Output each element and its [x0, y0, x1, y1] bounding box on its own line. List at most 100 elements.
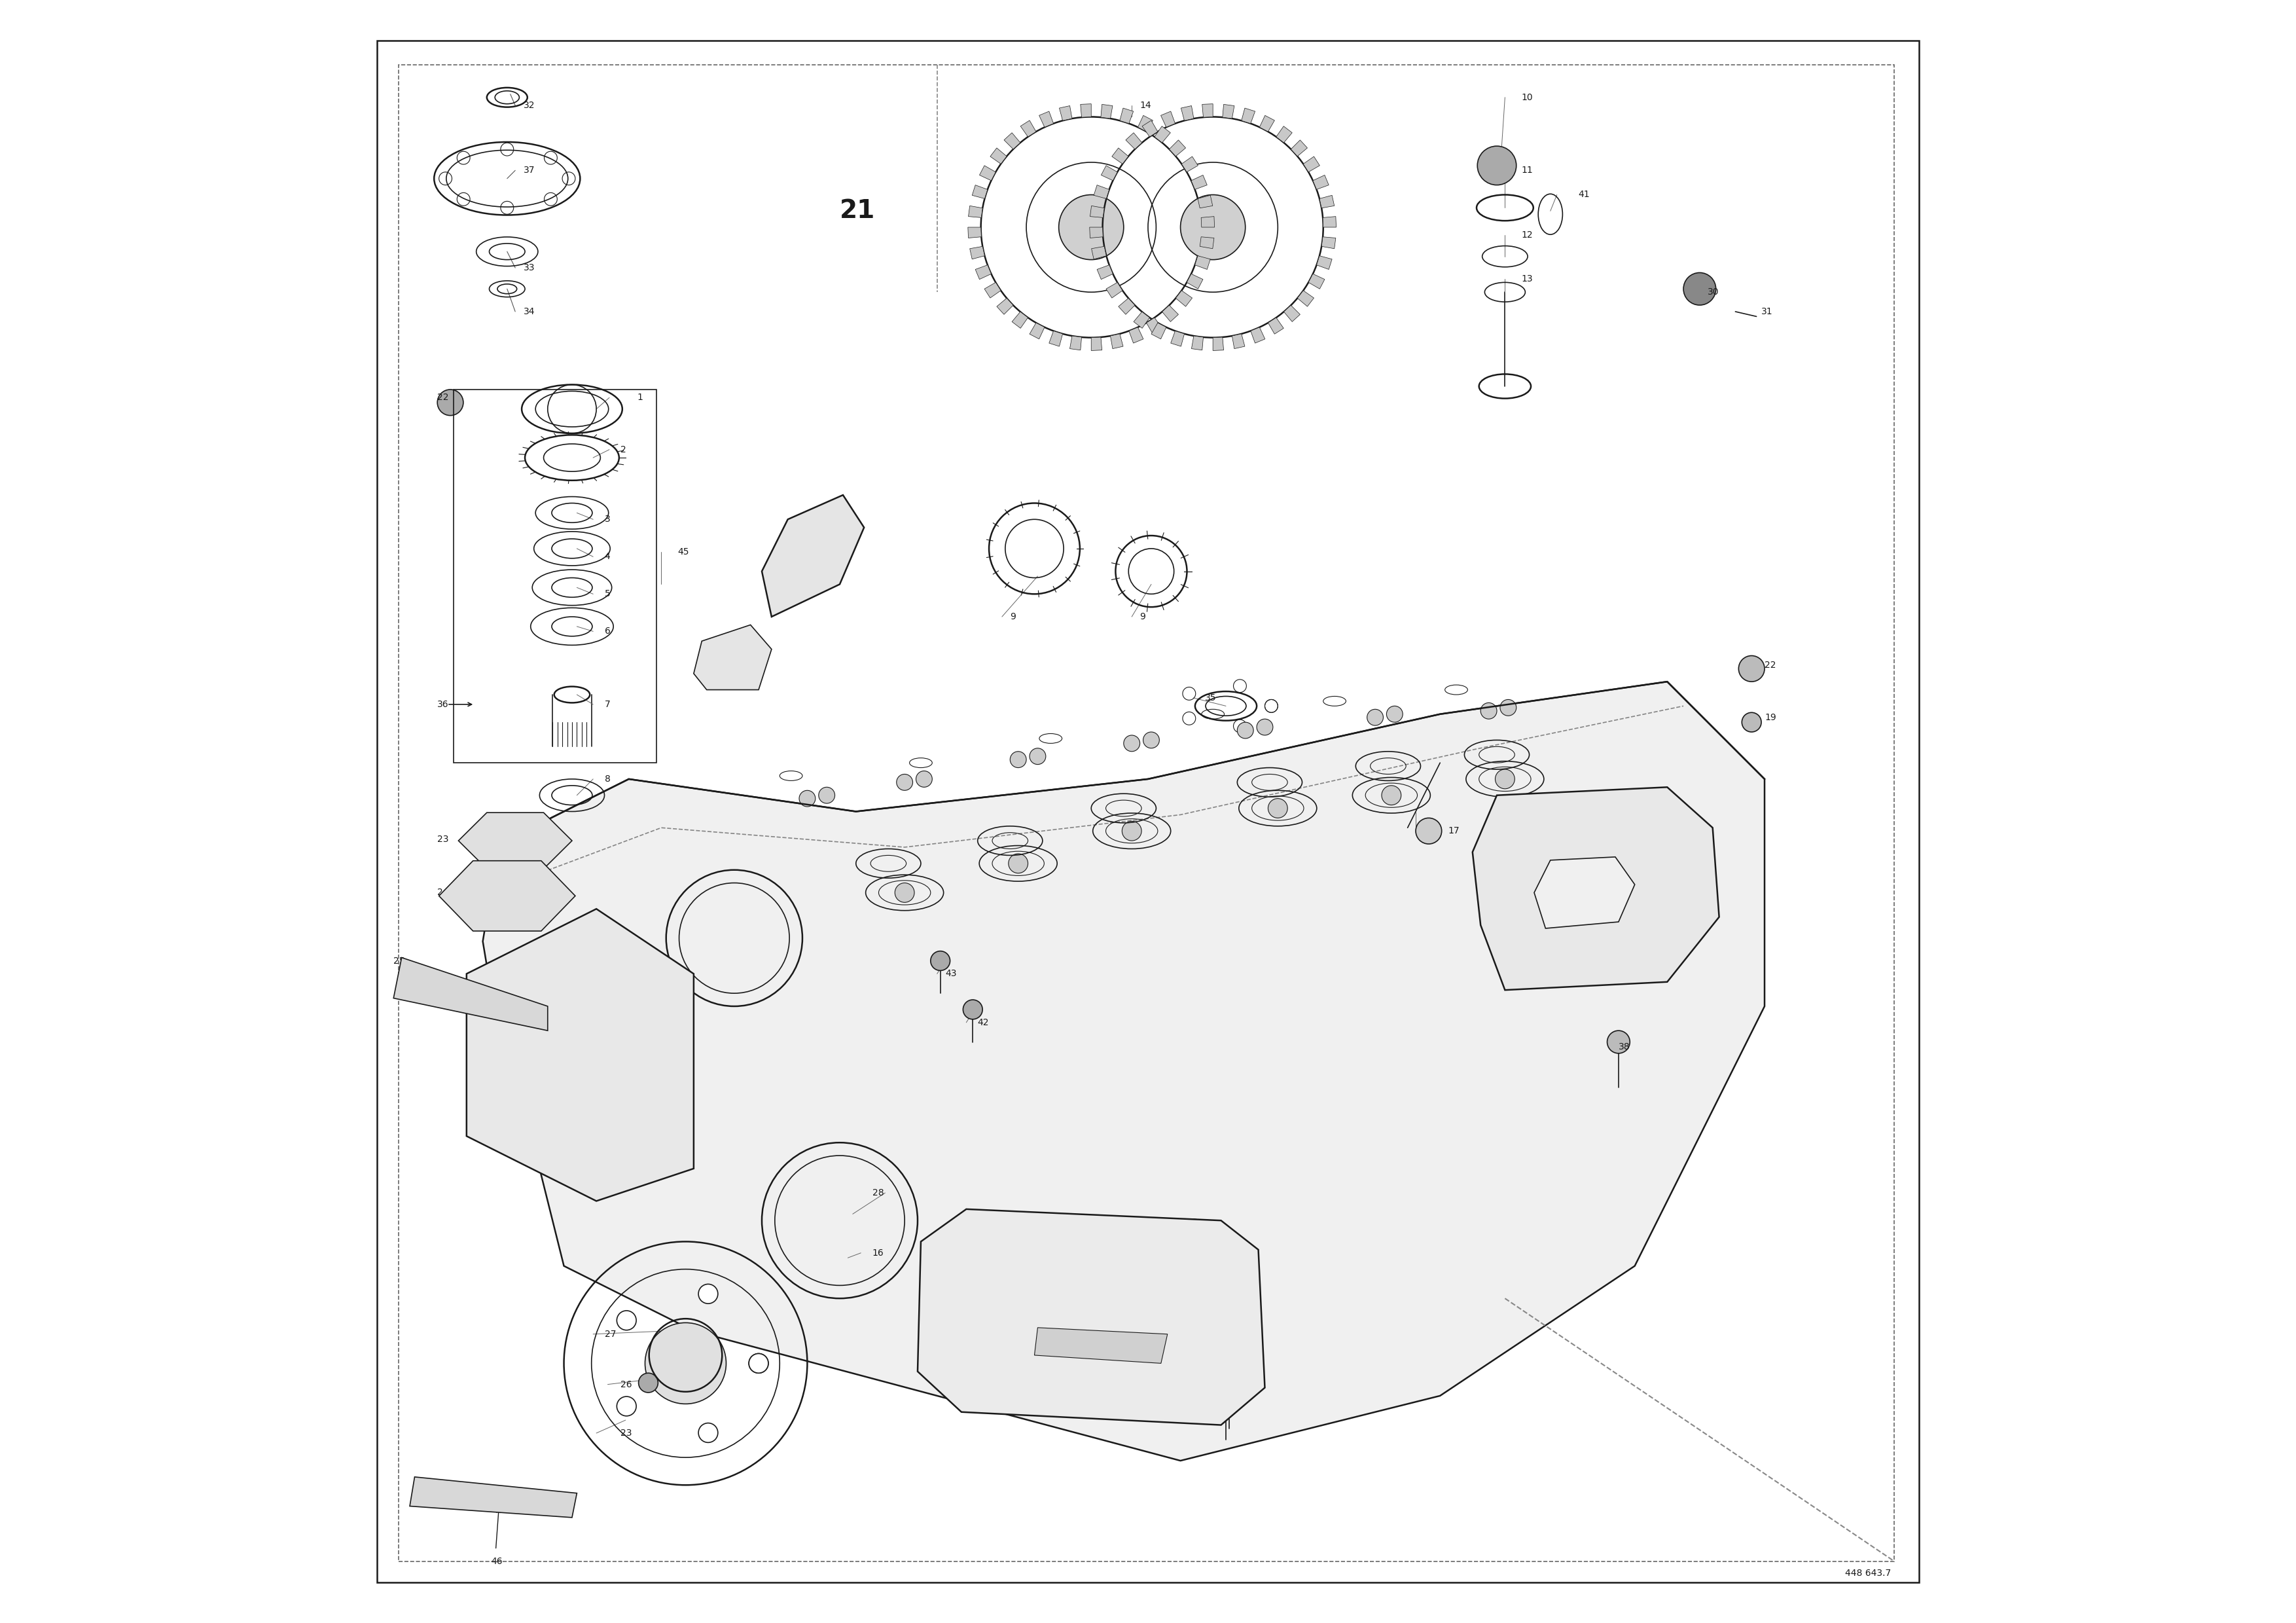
- Text: 35: 35: [1205, 693, 1217, 703]
- Circle shape: [1123, 735, 1139, 751]
- Circle shape: [698, 1423, 719, 1443]
- Polygon shape: [1118, 299, 1134, 315]
- Polygon shape: [1182, 156, 1199, 172]
- Polygon shape: [969, 227, 980, 239]
- Polygon shape: [1120, 109, 1134, 123]
- Polygon shape: [1212, 338, 1224, 351]
- Polygon shape: [1169, 140, 1185, 156]
- Circle shape: [1008, 854, 1029, 873]
- Circle shape: [1387, 706, 1403, 722]
- Polygon shape: [1176, 291, 1192, 307]
- Text: 9: 9: [1139, 612, 1146, 622]
- Polygon shape: [1150, 323, 1166, 339]
- Circle shape: [645, 1323, 726, 1404]
- Circle shape: [1238, 722, 1254, 738]
- Circle shape: [698, 1284, 719, 1303]
- Polygon shape: [1013, 312, 1029, 328]
- Text: 1: 1: [636, 393, 643, 403]
- Circle shape: [436, 390, 464, 415]
- Polygon shape: [1534, 857, 1635, 928]
- Circle shape: [962, 1000, 983, 1019]
- Circle shape: [1476, 146, 1515, 185]
- Text: 9: 9: [1010, 612, 1015, 622]
- Polygon shape: [1146, 318, 1162, 334]
- Text: 29: 29: [751, 636, 762, 646]
- Polygon shape: [1093, 185, 1109, 198]
- Polygon shape: [1097, 265, 1114, 279]
- Polygon shape: [1283, 305, 1300, 321]
- Polygon shape: [1322, 216, 1336, 227]
- Circle shape: [1678, 880, 1704, 906]
- Polygon shape: [1081, 104, 1091, 117]
- Polygon shape: [1019, 120, 1035, 136]
- Text: 17: 17: [1449, 826, 1460, 836]
- Circle shape: [1221, 1242, 1244, 1264]
- Text: 6: 6: [604, 626, 611, 636]
- Circle shape: [523, 1039, 556, 1071]
- Circle shape: [1143, 732, 1159, 748]
- Polygon shape: [459, 813, 572, 868]
- Text: 46: 46: [491, 1556, 503, 1566]
- Polygon shape: [1139, 115, 1153, 131]
- Polygon shape: [1201, 216, 1215, 227]
- Text: 3: 3: [604, 514, 611, 524]
- Polygon shape: [1107, 282, 1123, 299]
- Text: 23: 23: [436, 834, 448, 844]
- Text: 21: 21: [840, 198, 875, 224]
- Polygon shape: [1035, 1328, 1166, 1363]
- Text: 15: 15: [808, 571, 820, 581]
- Circle shape: [1508, 807, 1534, 833]
- Polygon shape: [1199, 195, 1212, 208]
- Circle shape: [1499, 700, 1515, 716]
- Text: 36: 36: [436, 700, 450, 709]
- Polygon shape: [971, 185, 987, 198]
- Polygon shape: [466, 909, 693, 1201]
- Polygon shape: [1070, 336, 1081, 351]
- Circle shape: [974, 1371, 996, 1394]
- Text: 27: 27: [604, 1329, 615, 1339]
- Polygon shape: [1290, 140, 1306, 156]
- Polygon shape: [1134, 312, 1150, 328]
- Circle shape: [1058, 195, 1123, 260]
- Polygon shape: [1141, 120, 1157, 136]
- Circle shape: [1662, 812, 1688, 837]
- Circle shape: [930, 951, 951, 971]
- Polygon shape: [1171, 331, 1185, 346]
- Text: 12: 12: [1522, 230, 1534, 240]
- Polygon shape: [1277, 127, 1293, 143]
- Polygon shape: [1201, 237, 1215, 248]
- Polygon shape: [1192, 175, 1208, 190]
- Polygon shape: [1267, 318, 1283, 334]
- Polygon shape: [1155, 127, 1171, 143]
- Text: 43: 43: [946, 969, 957, 979]
- Circle shape: [1180, 195, 1244, 260]
- Polygon shape: [1194, 256, 1210, 269]
- Polygon shape: [393, 958, 549, 1031]
- Circle shape: [1382, 786, 1401, 805]
- Polygon shape: [1251, 328, 1265, 342]
- Circle shape: [1515, 945, 1543, 971]
- Circle shape: [1217, 1376, 1240, 1399]
- Circle shape: [1221, 1355, 1244, 1378]
- Circle shape: [895, 883, 914, 902]
- Polygon shape: [1091, 206, 1104, 217]
- Polygon shape: [1187, 274, 1203, 289]
- Polygon shape: [1313, 175, 1329, 190]
- Circle shape: [748, 1354, 769, 1373]
- Text: 34: 34: [523, 307, 535, 316]
- Polygon shape: [990, 148, 1006, 164]
- Polygon shape: [1320, 195, 1334, 208]
- Polygon shape: [1091, 247, 1107, 260]
- Circle shape: [1495, 769, 1515, 789]
- Text: 5: 5: [604, 589, 611, 599]
- Text: 20: 20: [1010, 1345, 1022, 1355]
- Circle shape: [934, 1246, 957, 1269]
- Text: 33: 33: [523, 263, 535, 273]
- Polygon shape: [1203, 104, 1212, 117]
- Circle shape: [1683, 273, 1715, 305]
- Circle shape: [820, 787, 836, 803]
- Polygon shape: [996, 299, 1013, 315]
- Polygon shape: [1091, 338, 1102, 351]
- Circle shape: [1476, 863, 1502, 889]
- Text: 22: 22: [1766, 661, 1777, 670]
